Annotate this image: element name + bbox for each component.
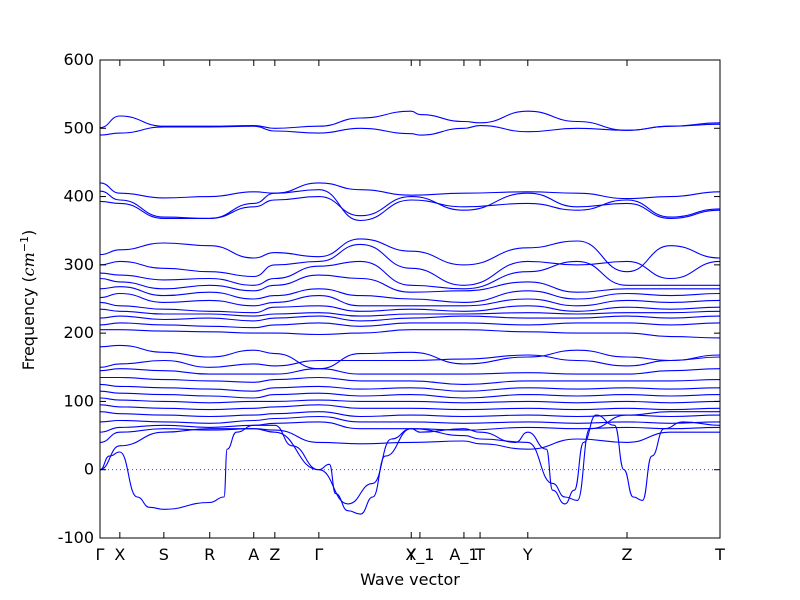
band-line-2: [99, 123, 721, 136]
y-tick-label: 300: [63, 255, 94, 274]
x-axis-label: Wave vector: [360, 570, 460, 589]
band-line-4: [99, 189, 721, 222]
x-tick-label: T: [474, 545, 485, 564]
band-line-26: [99, 415, 721, 424]
x-tick-label: A: [248, 545, 259, 564]
x-tick-label: X_1: [405, 545, 434, 565]
x-tick-label: R: [204, 545, 215, 564]
x-tick-label: S: [159, 545, 169, 564]
x-tick-label: Z: [622, 545, 633, 564]
band-line-30: [99, 428, 720, 450]
axes-frame: [99, 59, 721, 539]
band-line-9: [99, 274, 720, 293]
y-axis-label-prefix: Frequency (: [19, 276, 38, 370]
y-axis-label: Frequency (cm−1): [18, 230, 38, 371]
band-line-24: [99, 404, 721, 411]
band-line-23: [99, 397, 721, 404]
band-line-6: [99, 238, 721, 273]
band-line-20: [100, 376, 721, 385]
y-tick-label: 100: [63, 391, 94, 410]
band-line-25: [99, 411, 721, 418]
band-line-27: [99, 421, 721, 433]
y-axis-ticks: -100 0 100 200 300 400 500 600: [58, 50, 720, 547]
band-line-22: [99, 390, 721, 399]
x-tick-label: Y: [405, 545, 416, 564]
x-tick-label: Γ: [96, 545, 105, 564]
x-tick-label: Γ: [314, 545, 323, 564]
x-tick-label: T: [714, 545, 725, 564]
x-tick-label: X: [114, 545, 125, 564]
y-tick-label: 600: [63, 50, 94, 69]
band-line-1: [99, 110, 721, 131]
band-line-18: [99, 354, 721, 368]
y-tick-label: 0: [84, 460, 94, 479]
band-line-7: [99, 243, 721, 286]
y-tick-label: 200: [63, 323, 94, 342]
y-axis-label-unit: cm: [19, 252, 38, 276]
y-axis-label-exponent: −1: [18, 236, 31, 252]
y-tick-label: 500: [63, 118, 94, 137]
band-line-10: [99, 286, 721, 303]
x-tick-label: A_1: [449, 545, 478, 565]
x-axis-ticks: Γ X S R A Z Γ YX_1 A_1T Y Z T: [96, 60, 725, 565]
band-line-29: [99, 411, 720, 505]
band-line-15: [99, 322, 721, 329]
band-line-12: [99, 301, 721, 314]
band-line-5: [99, 192, 721, 219]
band-line-11: [99, 292, 721, 307]
band-line-13: [99, 308, 721, 317]
band-line-3: [99, 182, 721, 200]
band-line-19: [99, 368, 721, 375]
band-line-16: [100, 329, 721, 339]
x-tick-label: Y: [522, 545, 533, 564]
band-line-21: [99, 383, 721, 392]
y-tick-label: -100: [58, 528, 94, 547]
band-line-14: [99, 315, 721, 322]
series-layer: [99, 110, 721, 515]
y-axis-label-suffix: ): [19, 230, 38, 236]
band-line-8: [99, 260, 720, 290]
band-line-17: [99, 344, 721, 370]
x-tick-label: Z: [269, 545, 280, 564]
y-tick-label: 400: [63, 187, 94, 206]
